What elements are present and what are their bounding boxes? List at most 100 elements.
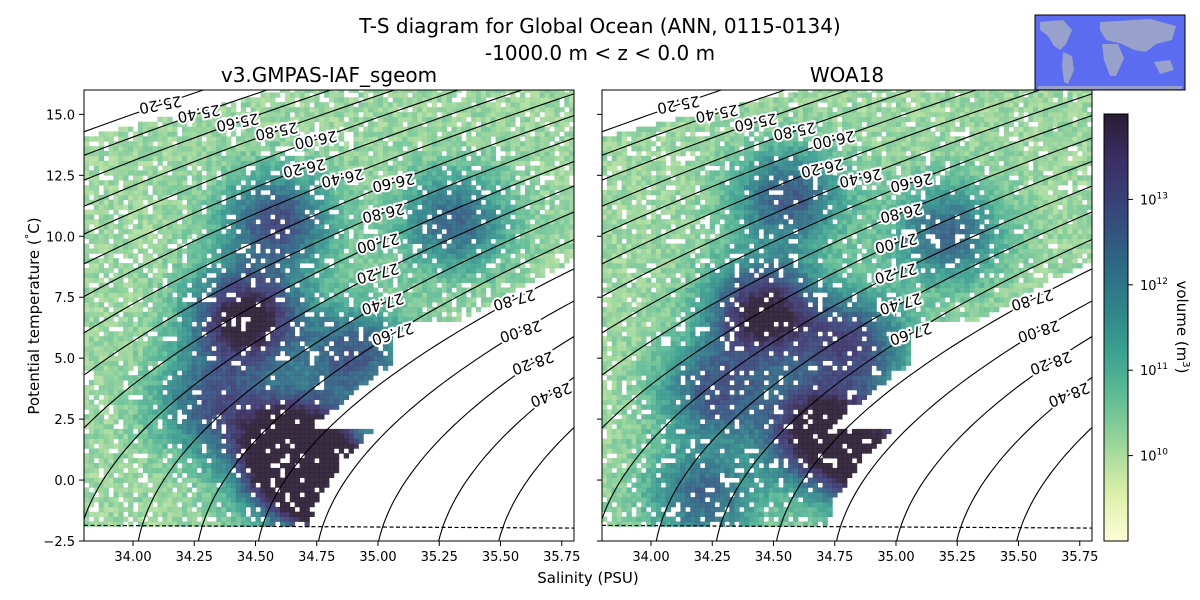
volume-cell: [270, 102, 276, 108]
volume-cell: [436, 150, 443, 157]
volume-cell: [289, 336, 296, 342]
volume-cell: [167, 433, 173, 439]
volume-cell: [373, 190, 379, 196]
volume-cell: [191, 292, 198, 298]
volume-cell: [231, 350, 237, 357]
volume-cell: [260, 321, 266, 327]
volume-cell: [133, 282, 139, 288]
volume-cell: [142, 219, 149, 225]
volume-cell: [177, 233, 183, 240]
volume-cell: [289, 272, 296, 279]
volume-cell: [133, 458, 139, 464]
volume-cell: [123, 170, 129, 176]
volume-cell: [162, 502, 168, 508]
volume-cell: [348, 150, 354, 157]
volume-cell: [397, 204, 403, 210]
volume-cell: [255, 360, 261, 366]
volume-cell: [182, 131, 188, 137]
volume-cell: [221, 516, 227, 522]
volume-cell: [250, 311, 256, 318]
volume-cell: [162, 297, 168, 303]
volume-cell: [294, 394, 300, 400]
volume-cell: [157, 433, 163, 439]
volume-cell: [402, 258, 408, 264]
volume-cell: [196, 443, 202, 449]
volume-cell: [436, 214, 443, 220]
volume-cell: [191, 160, 198, 166]
volume-cell: [240, 467, 247, 474]
volume-cell: [446, 165, 452, 171]
volume-cell: [250, 297, 256, 303]
volume-cell: [309, 428, 315, 435]
volume-cell: [201, 199, 207, 205]
volume-cell: [402, 229, 408, 235]
volume-cell: [231, 302, 237, 308]
volume-cell: [93, 150, 100, 157]
volume-cell: [299, 282, 305, 288]
volume-cell: [152, 219, 158, 225]
volume-cell: [373, 146, 379, 152]
volume-cell: [196, 482, 202, 488]
volume-cell: [177, 404, 183, 410]
volume-cell: [304, 341, 310, 347]
volume-cell: [382, 126, 389, 132]
volume-cell: [280, 238, 286, 244]
volume-cell: [284, 516, 291, 522]
volume-cell: [84, 287, 90, 293]
volume-cell: [172, 360, 178, 366]
volume-cell: [108, 321, 114, 327]
volume-cell: [348, 346, 354, 352]
volume-cell: [270, 97, 276, 103]
volume-cell: [289, 424, 296, 430]
volume-cell: [427, 90, 433, 93]
volume-cell: [113, 297, 119, 303]
volume-cell: [309, 224, 315, 230]
volume-cell: [324, 136, 330, 142]
volume-cell: [338, 92, 345, 98]
volume-cell: [314, 472, 320, 478]
volume-cell: [289, 458, 296, 464]
volume-cell: [329, 458, 335, 464]
volume-cell: [221, 502, 227, 508]
volume-cell: [299, 199, 305, 205]
volume-cell: [284, 331, 291, 337]
volume-cell: [294, 272, 300, 279]
volume-cell: [93, 438, 100, 444]
volume-cell: [84, 194, 90, 201]
volume-cell: [382, 219, 389, 225]
volume-cell: [368, 199, 374, 205]
volume-cell: [123, 136, 129, 142]
volume-cell: [88, 277, 95, 283]
volume-cell: [250, 419, 256, 425]
volume-cell: [201, 438, 207, 444]
volume-cell: [319, 341, 325, 347]
volume-cell: [128, 409, 134, 415]
volume-cell: [118, 126, 124, 132]
volume-cell: [358, 433, 364, 439]
volume-cell: [123, 346, 129, 352]
volume-cell: [113, 428, 119, 435]
volume-cell: [407, 97, 413, 103]
volume-cell: [333, 136, 340, 142]
volume-cell: [177, 297, 183, 303]
volume-cell: [402, 90, 408, 93]
volume-cell: [108, 131, 114, 137]
volume-cell: [240, 341, 247, 347]
volume-cell: [299, 331, 305, 337]
volume-cell: [373, 316, 379, 322]
volume-cell: [177, 209, 183, 215]
volume-cell: [157, 331, 163, 337]
volume-cell: [422, 199, 428, 205]
volume-cell: [422, 292, 428, 298]
volume-cell: [314, 258, 320, 264]
volume-cell: [113, 150, 119, 157]
volume-cell: [162, 404, 168, 410]
volume-cell: [378, 350, 384, 357]
volume-cell: [133, 204, 139, 210]
volume-cell: [182, 458, 188, 464]
volume-cell: [221, 307, 227, 313]
volume-cell: [348, 307, 354, 313]
volume-cell: [343, 209, 349, 215]
volume-cell: [98, 277, 104, 283]
volume-cell: [275, 399, 281, 405]
